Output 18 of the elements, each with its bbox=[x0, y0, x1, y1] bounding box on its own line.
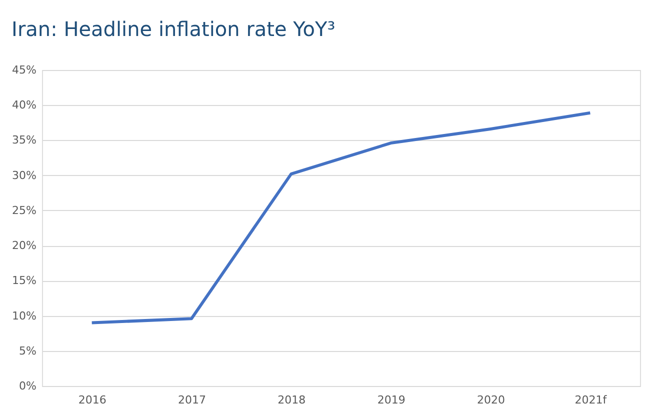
line-series bbox=[90, 111, 592, 324]
y-tick-label: 30% bbox=[12, 168, 36, 182]
y-tick-label: 40% bbox=[12, 98, 36, 112]
x-tick-label: 2017 bbox=[178, 394, 206, 406]
y-tick-label: 25% bbox=[12, 204, 36, 217]
y-tick-label: 20% bbox=[12, 239, 36, 252]
x-tick-label: 2020 bbox=[477, 394, 505, 406]
x-tick-label: 2016 bbox=[78, 394, 106, 406]
y-tick-label: 45% bbox=[12, 64, 36, 76]
x-tick-label: 2021f bbox=[574, 394, 608, 406]
y-tick-label: 10% bbox=[12, 309, 36, 322]
y-tick-label: 0% bbox=[19, 380, 36, 392]
x-tick-label: 2019 bbox=[377, 394, 406, 406]
chart-title: Iran: Headline inflation rate YoY³ bbox=[12, 17, 336, 41]
y-tick-label: 35% bbox=[12, 134, 36, 147]
x-tick-label: 2018 bbox=[278, 394, 306, 406]
y-tick-label: 15% bbox=[12, 274, 36, 288]
y-tick-label: 5% bbox=[19, 344, 36, 358]
